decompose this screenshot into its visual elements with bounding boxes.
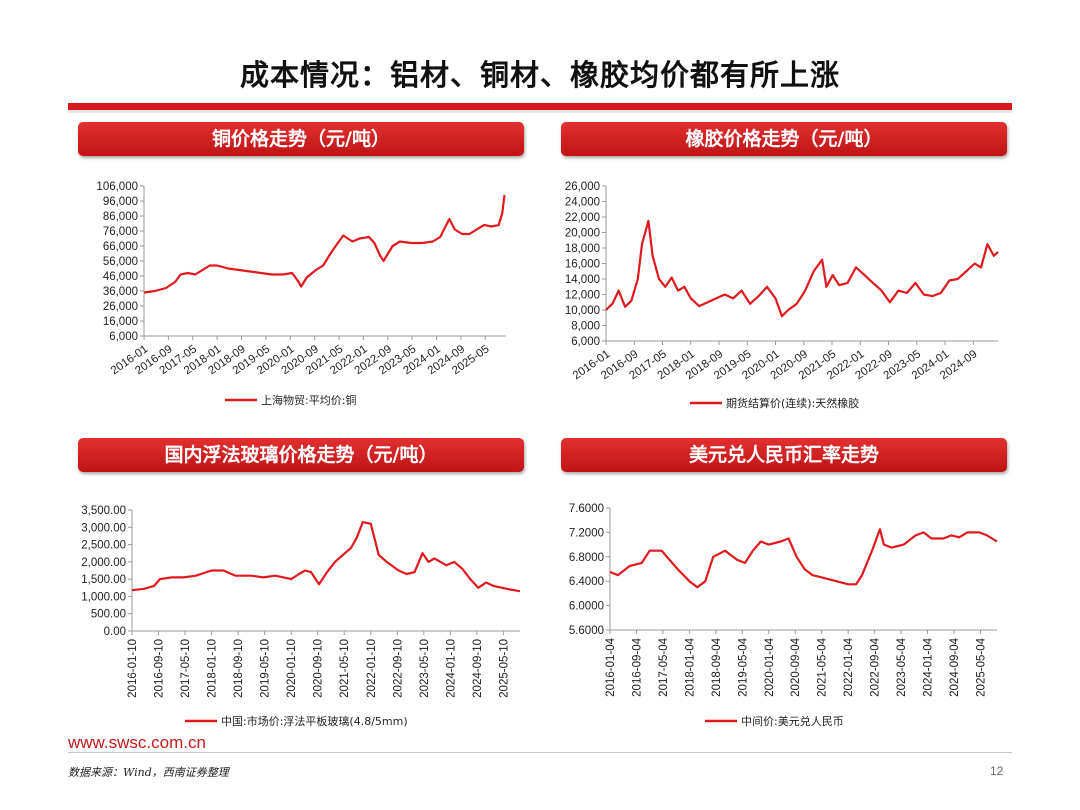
y-tick-label: 3,500.00 bbox=[81, 505, 126, 517]
series-line bbox=[131, 521, 521, 593]
x-tick-label: 2019-05-10 bbox=[260, 639, 272, 698]
x-tick-label: 2024-09-04 bbox=[949, 637, 961, 696]
title-divider bbox=[68, 103, 1012, 110]
y-tick-label: 6.8000 bbox=[569, 552, 604, 564]
panel-header-copper: 铜价格走势（元/吨） bbox=[78, 122, 524, 156]
x-tick-label: 2018-01-04 bbox=[684, 637, 696, 696]
usdcny-rate-chart: 7.60007.20006.80006.40006.00005.60002016… bbox=[569, 503, 998, 728]
y-tick-label: 76,000 bbox=[103, 226, 138, 238]
panel-header-fx: 美元兑人民币汇率走势 bbox=[561, 438, 1007, 472]
glass-price-chart: 3,500.00 3,000.00 2,500.00 2,000.00 1,500.00… bbox=[81, 505, 521, 728]
footer-divider bbox=[68, 752, 1012, 753]
y-tick-label: 22,000 bbox=[565, 212, 600, 224]
x-tick-label: 2016-01-04 bbox=[605, 637, 617, 696]
legend-label: 中间价:美元兑人民币 bbox=[741, 714, 844, 728]
x-tick-label: 2017-05-04 bbox=[658, 637, 670, 696]
y-tick-label: 1,000.00 bbox=[81, 591, 126, 603]
y-tick-label: 5.6000 bbox=[569, 625, 604, 637]
x-tick-label: 2017-05-10 bbox=[180, 639, 192, 698]
y-tick-label: 16,000 bbox=[565, 259, 600, 271]
legend-label: 期货结算价(连续):天然橡胶 bbox=[726, 396, 859, 410]
x-tick-label: 2022-09-04 bbox=[870, 637, 882, 696]
x-tick-label: 2016-09-10 bbox=[154, 639, 166, 698]
x-tick-label: 2018-09-10 bbox=[233, 639, 245, 698]
legend-label: 上海物贸:平均价:铜 bbox=[261, 393, 356, 407]
title-divider-shadow bbox=[68, 110, 1012, 113]
y-tick-label: 2,000.00 bbox=[81, 557, 126, 569]
series-line bbox=[605, 219, 999, 318]
x-tick-label: 2016-01-10 bbox=[127, 639, 139, 698]
y-tick-label: 7.2000 bbox=[569, 527, 604, 539]
footer-url[interactable]: www.swsc.com.cn bbox=[68, 733, 206, 752]
y-tick-label: 24,000 bbox=[565, 197, 600, 209]
y-tick-label: 7.6000 bbox=[569, 503, 604, 515]
y-tick-label: 16,000 bbox=[103, 316, 138, 328]
x-tick-label: 2021-05-10 bbox=[339, 639, 351, 698]
x-tick-label: 2020-01-10 bbox=[286, 639, 298, 698]
y-tick-label: 1,500.00 bbox=[81, 574, 126, 586]
y-tick-label: 14,000 bbox=[565, 274, 600, 286]
y-tick-label: 46,000 bbox=[103, 271, 138, 283]
y-tick-label: 86,000 bbox=[103, 211, 138, 223]
series-line bbox=[143, 194, 506, 294]
x-tick-label: 2024-01-10 bbox=[445, 639, 457, 698]
y-tick-label: 500.00 bbox=[91, 609, 126, 621]
x-tick-label: 2024-01-04 bbox=[923, 637, 935, 696]
page-title: 成本情况：铝材、铜材、橡胶均价都有所上涨 bbox=[239, 58, 840, 92]
y-tick-label: 6,000 bbox=[109, 331, 138, 343]
copper-price-chart: 106,000 96,000 86,000 76,000 66,000 56,000 46,… bbox=[96, 181, 506, 407]
y-tick-label: 10,000 bbox=[565, 305, 600, 317]
y-tick-label: 6.4000 bbox=[569, 576, 604, 588]
y-tick-label: 8,000 bbox=[571, 321, 600, 333]
y-tick-label: 96,000 bbox=[103, 196, 138, 208]
page-number: 12 bbox=[990, 764, 1004, 778]
x-tick-label: 2020-09-10 bbox=[313, 639, 325, 698]
y-tick-label: 6.0000 bbox=[569, 601, 604, 613]
x-tick-label: 2021-05-04 bbox=[817, 637, 829, 696]
x-tick-label: 2022-01-04 bbox=[843, 637, 855, 696]
x-tick-label: 2024-09-10 bbox=[472, 639, 484, 698]
x-tick-label: 2018-01-10 bbox=[207, 639, 219, 698]
y-tick-label: 2,500.00 bbox=[81, 540, 126, 552]
data-source-note: 数据来源：Wind，西南证券整理 bbox=[68, 766, 229, 779]
y-tick-label: 12,000 bbox=[565, 290, 600, 302]
y-tick-label: 18,000 bbox=[565, 243, 600, 255]
y-tick-label: 0.00 bbox=[104, 626, 126, 638]
y-tick-label: 26,000 bbox=[103, 301, 138, 313]
y-tick-label: 36,000 bbox=[103, 286, 138, 298]
y-tick-label: 6,000 bbox=[571, 336, 600, 348]
legend-label: 中国:市场价:浮法平板玻璃(4.8/5mm) bbox=[221, 714, 408, 728]
x-tick-label: 2018-09-04 bbox=[711, 637, 723, 696]
x-tick-label: 2025-05-04 bbox=[975, 637, 987, 696]
x-tick-label: 2022-09-10 bbox=[392, 639, 404, 698]
y-tick-label: 20,000 bbox=[565, 228, 600, 240]
y-tick-label: 56,000 bbox=[103, 256, 138, 268]
y-tick-label: 66,000 bbox=[103, 241, 138, 253]
x-tick-label: 2020-09-04 bbox=[790, 637, 802, 696]
y-tick-label: 3,000.00 bbox=[81, 522, 126, 534]
x-tick-label: 2023-05-10 bbox=[419, 639, 431, 698]
x-tick-label: 2019-05-04 bbox=[737, 637, 749, 696]
x-tick-label: 2016-09-04 bbox=[631, 637, 643, 696]
x-tick-label: 2023-05-04 bbox=[896, 637, 908, 696]
series-line bbox=[609, 528, 998, 589]
rubber-price-chart: 26,000 24,000 22,000 20,000 18,000 16,000 14,0… bbox=[565, 181, 999, 410]
x-tick-label: 2022-01-10 bbox=[366, 639, 378, 698]
x-tick-label: 2020-01-04 bbox=[764, 637, 776, 696]
x-tick-label: 2025-05-10 bbox=[498, 639, 510, 698]
panel-header-rubber: 橡胶价格走势（元/吨） bbox=[561, 122, 1007, 156]
y-tick-label: 106,000 bbox=[96, 181, 138, 193]
panel-header-glass: 国内浮法玻璃价格走势（元/吨） bbox=[78, 438, 524, 472]
y-tick-label: 26,000 bbox=[565, 181, 600, 193]
